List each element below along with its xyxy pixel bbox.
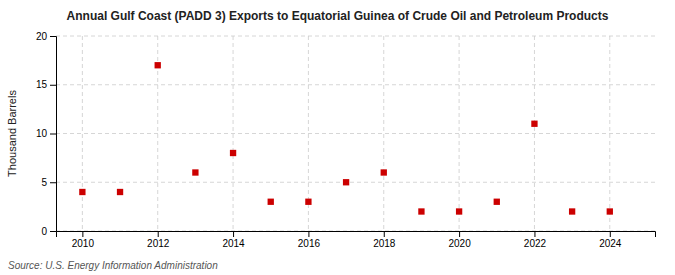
tick: 15 bbox=[36, 79, 56, 90]
tick-mark bbox=[158, 231, 159, 237]
point bbox=[155, 62, 161, 68]
tick-label: 2010 bbox=[72, 238, 95, 249]
axis-line bbox=[50, 37, 57, 232]
tick-label: 0 bbox=[41, 226, 47, 237]
grid-line bbox=[56, 182, 655, 183]
point bbox=[531, 121, 537, 127]
point bbox=[79, 189, 85, 195]
tick-mark bbox=[233, 231, 234, 237]
tick: 10 bbox=[36, 128, 56, 139]
grid-line bbox=[383, 36, 384, 231]
tick: 20 bbox=[36, 31, 56, 42]
grid-line bbox=[56, 84, 655, 85]
point bbox=[305, 199, 311, 205]
tick-mark bbox=[50, 134, 56, 135]
tick-label: 2024 bbox=[599, 238, 622, 249]
y-axis-label: Thousand Barrels bbox=[6, 90, 18, 177]
chart-title: Annual Gulf Coast (PADD 3) Exports to Eq… bbox=[67, 9, 609, 23]
tick-label: 10 bbox=[36, 128, 48, 139]
tick: 2022 bbox=[524, 231, 547, 249]
point bbox=[343, 179, 349, 185]
tick-mark bbox=[50, 231, 56, 232]
grid-line bbox=[56, 133, 655, 134]
point bbox=[494, 199, 500, 205]
tick: 2012 bbox=[147, 231, 170, 249]
tick-mark bbox=[308, 231, 309, 237]
point bbox=[230, 150, 236, 156]
tick: 2024 bbox=[599, 231, 622, 249]
tick-label: 2022 bbox=[524, 238, 547, 249]
point bbox=[268, 199, 274, 205]
points bbox=[79, 62, 613, 215]
tick-label: 20 bbox=[36, 31, 48, 42]
point bbox=[569, 208, 575, 214]
grid-line bbox=[82, 36, 83, 231]
tick: 2016 bbox=[298, 231, 321, 249]
tick-label: 15 bbox=[36, 79, 48, 90]
plot-area: 2010 2012 2014 2016 2018 2020 2022 2024 0 5 10 15 20 bbox=[36, 31, 656, 249]
source-note: Source: U.S. Energy Information Administ… bbox=[8, 260, 218, 271]
point bbox=[381, 169, 387, 175]
x-axis: 2010 2012 2014 2016 2018 2020 2022 2024 bbox=[57, 231, 656, 249]
tick-mark bbox=[534, 231, 535, 237]
tick-mark bbox=[384, 231, 385, 237]
point bbox=[456, 208, 462, 214]
tick-label: 5 bbox=[41, 177, 47, 188]
grid bbox=[56, 36, 655, 231]
tick-mark bbox=[50, 36, 56, 37]
tick: 0 bbox=[41, 226, 56, 237]
point bbox=[418, 208, 424, 214]
point bbox=[192, 169, 198, 175]
y-axis: 0 5 10 15 20 bbox=[36, 31, 57, 237]
tick: 5 bbox=[41, 177, 56, 188]
tick-mark bbox=[50, 182, 56, 183]
point bbox=[117, 189, 123, 195]
tick-mark bbox=[82, 231, 83, 237]
tick-mark bbox=[50, 85, 56, 86]
tick-mark bbox=[610, 231, 611, 237]
tick: 2010 bbox=[72, 231, 95, 249]
tick-label: 2012 bbox=[147, 238, 170, 249]
tick: 2020 bbox=[448, 231, 471, 249]
tick: 2014 bbox=[222, 231, 245, 249]
axis-line bbox=[57, 232, 656, 238]
tick: 2018 bbox=[373, 231, 396, 249]
tick-label: 2018 bbox=[373, 238, 396, 249]
tick-label: 2014 bbox=[222, 238, 245, 249]
grid-line bbox=[56, 36, 655, 37]
chart-svg: Annual Gulf Coast (PADD 3) Exports to Eq… bbox=[0, 0, 675, 275]
tick-mark bbox=[459, 231, 460, 237]
tick-label: 2020 bbox=[448, 238, 471, 249]
point bbox=[607, 208, 613, 214]
tick-label: 2016 bbox=[298, 238, 321, 249]
